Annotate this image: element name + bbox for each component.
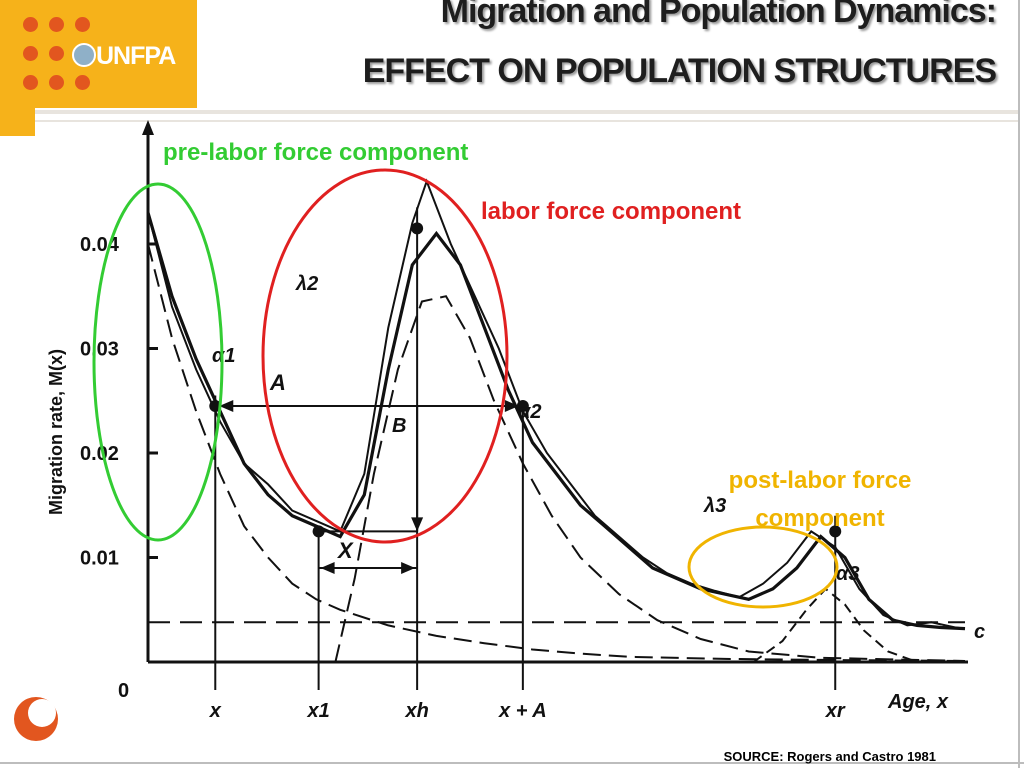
series-line-3 [147,243,966,662]
y-tick-label: 0.03 [80,339,119,361]
x-tick-label: x1 [306,700,329,722]
y-tick-label: 0.02 [80,443,119,465]
post-labor-ellipse [687,525,839,609]
labor-annotation: labor force component [481,198,742,225]
chart-highlight-ellipses [92,168,839,609]
chart-axes: 0 0.01 0.02 0.03 0.04 Migration rate, M(x) Age… [46,120,968,722]
logo-dot [49,17,64,32]
x-span-label: X [336,538,354,563]
chart-labels: α1 Aλ2 B Xα2 λ3 α3 c [212,273,985,643]
logo-dot [23,46,38,61]
logo-dot [75,17,90,32]
logo-dot [49,46,64,61]
key-point [516,399,529,412]
logo-text: UNFPA [96,42,176,70]
alpha1-label: α1 [212,345,236,367]
x-tick-label: xh [404,700,428,722]
arrow-head [401,561,416,574]
unfpa-logo: UNFPA [0,0,197,108]
logo-dot [75,75,90,90]
key-point [312,525,325,538]
key-point [209,399,222,412]
source-citation: SOURCE: Rogers and Castro 1981 [723,749,936,764]
x-tick-label: x + A [498,700,547,722]
pre-labor-ellipse [92,182,224,542]
header-divider [35,110,1020,114]
header-divider-thin [35,120,1020,122]
alpha2-label: α2 [518,401,542,423]
series-line-4 [334,295,966,663]
slide-border-right [1018,0,1020,768]
series-line-2 [147,178,966,630]
lambda3-label: λ3 [703,495,726,517]
logo-dot [49,75,64,90]
arrow-head [320,561,335,574]
logo-dot [23,17,38,32]
arrow-head [504,399,519,412]
key-point [829,525,842,538]
un-globe-icon [72,43,96,67]
arrow-head [411,517,424,532]
x-tick-label: xr [825,700,846,722]
y-axis-arrow [142,120,154,135]
x-axis-label: Age, x [887,691,949,713]
series-line-5 [752,587,918,663]
brand-circle-icon [14,697,58,741]
y-tick-label: 0.01 [80,548,119,570]
key-point [411,222,424,235]
page-title: Migration and Population Dynamics: [440,0,997,30]
slide-border-bottom [0,762,1024,764]
y-axis-label: Migration rate, M(x) [46,349,66,515]
lambda2-label: λ2 [295,273,318,295]
x-tick-label: x [209,700,222,722]
c-label: c [974,621,985,643]
pre-labor-annotation: pre-labor force component [163,139,469,166]
a-label: A [269,370,286,395]
b-label: B [392,415,406,437]
y-tick-label: 0.04 [80,234,120,256]
alpha3-label: α3 [836,563,860,585]
post-labor-annotation: post-labor force component [728,467,912,532]
page-subtitle: EFFECT ON POPULATION STRUCTURES [362,52,997,90]
chart-curves [146,178,966,663]
logo-dot [23,75,38,90]
logo-tab [0,108,35,136]
labor-ellipse [261,168,509,544]
arrow-head [219,399,234,412]
y-tick-label: 0 [118,680,129,702]
